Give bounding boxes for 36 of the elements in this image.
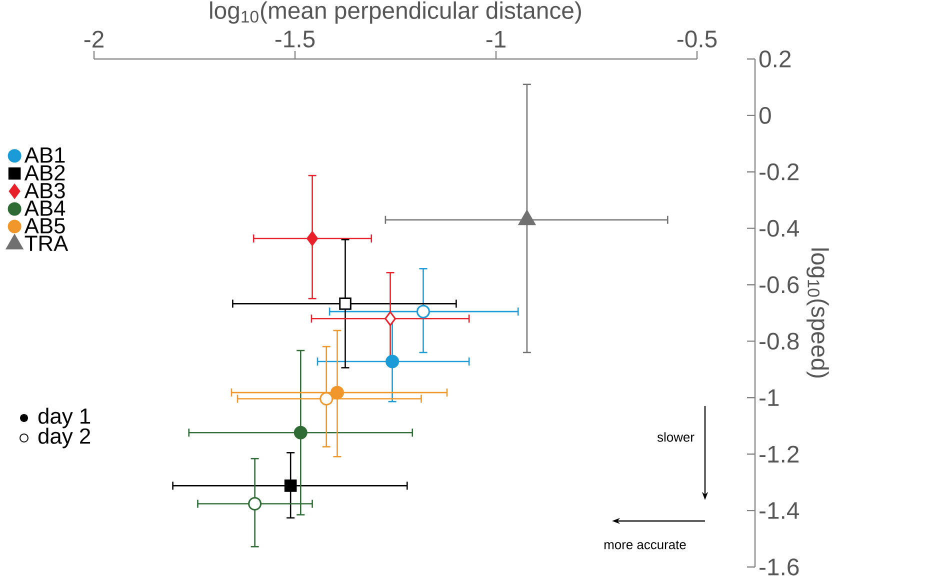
- legend-label: AB3: [24, 182, 65, 198]
- point: [306, 231, 318, 246]
- point: [339, 298, 352, 310]
- point: [248, 497, 262, 511]
- y-tick-label: -1.2: [760, 446, 799, 462]
- annotation: more accurate: [604, 540, 686, 550]
- y-axis-title: log$_{10}$(speed): [806, 248, 829, 378]
- point: [284, 480, 297, 492]
- legend-label: TRA: [24, 236, 68, 251]
- y-tick-label: -0.8: [760, 332, 799, 350]
- x-tick-label: -1: [486, 31, 506, 48]
- legend-label: AB1: [24, 148, 65, 163]
- legend-label: AB4: [24, 200, 66, 216]
- text: day 2: [38, 428, 90, 448]
- point: [294, 426, 308, 440]
- y-tick-label: 0.2: [759, 50, 791, 68]
- point: [320, 392, 334, 406]
- legend-label: AB2: [24, 165, 65, 180]
- x-tick-label: -0.5: [677, 30, 717, 48]
- y-tick-label: -0.4: [760, 220, 800, 237]
- text: day 1: [38, 408, 90, 428]
- annotation: slower: [657, 432, 694, 442]
- y-tick-label: -1.6: [760, 558, 799, 576]
- y-tick-label: -1.4: [760, 502, 800, 519]
- x-tick-label: -1.5: [275, 30, 315, 48]
- point: [330, 386, 344, 400]
- y-tick-label: 0: [759, 106, 771, 124]
- point: [384, 311, 396, 326]
- y-tick-label: -0.6: [760, 276, 799, 294]
- y-tick-label: -0.2: [760, 163, 799, 180]
- x-axis-title: log$_{10}$(mean perpendicular distance): [210, 1, 581, 24]
- point: [416, 304, 430, 318]
- legend-label: AB5: [24, 218, 65, 234]
- x-tick-label: -2: [84, 30, 104, 48]
- point: [386, 354, 400, 368]
- y-tick-label: -1: [760, 389, 779, 406]
